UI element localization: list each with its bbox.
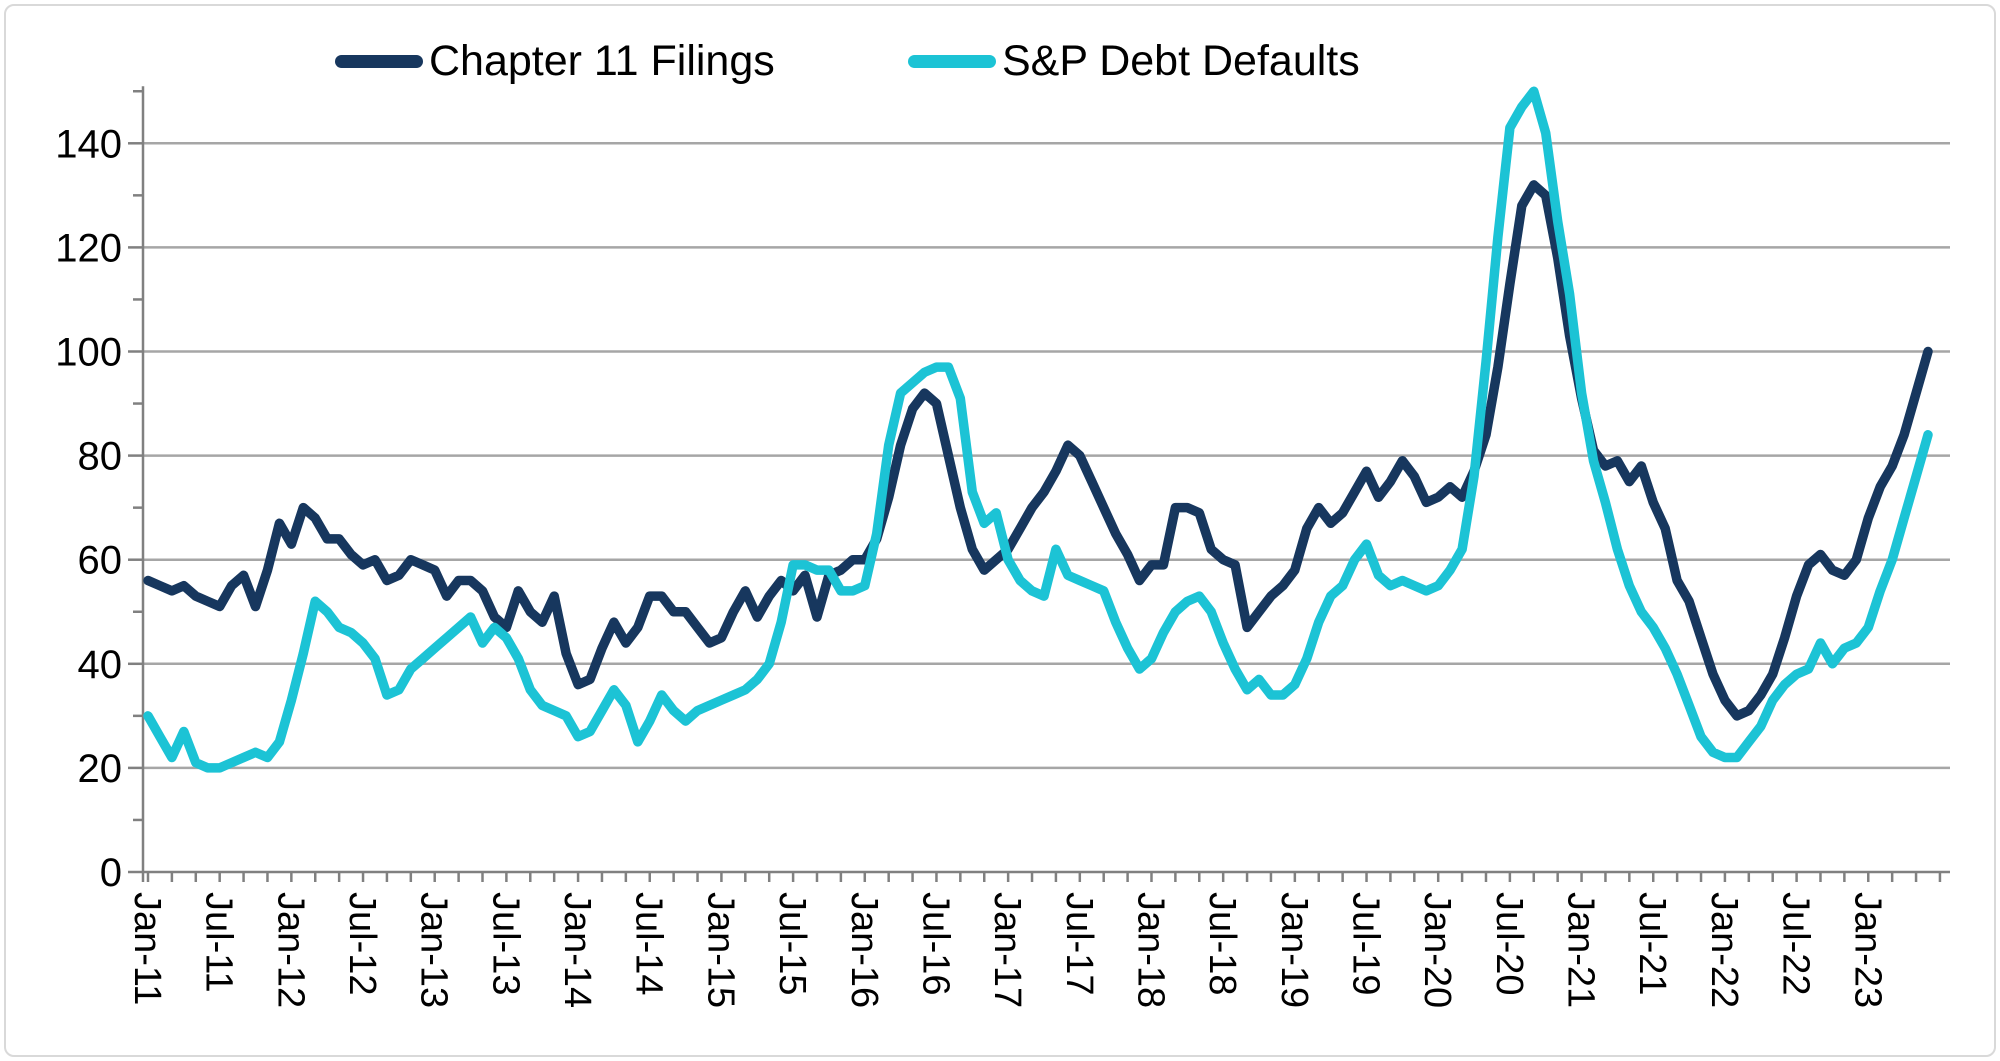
x-axis-label-Jan-20: Jan-20 xyxy=(1416,892,1458,1008)
x-axis-label-Jan-19: Jan-19 xyxy=(1273,892,1315,1008)
y-axis-label-140: 140 xyxy=(55,122,122,166)
y-axis-label-40: 40 xyxy=(78,643,123,687)
x-axis-label-Jan-21: Jan-21 xyxy=(1560,892,1602,1008)
series-line-sp-debt-defaults xyxy=(143,86,1933,773)
x-axis-label-Jan-22: Jan-22 xyxy=(1703,892,1745,1008)
chapter-11-filings-line-swatch xyxy=(335,54,423,68)
legend-item-sp-debt-defaults: S&P Debt Defaults xyxy=(908,36,1360,86)
x-axis-label-Jul-20: Jul-20 xyxy=(1488,892,1530,996)
legend-label: S&P Debt Defaults xyxy=(1002,37,1360,85)
legend: Chapter 11 Filings S&P Debt Defaults xyxy=(0,36,2000,86)
y-axis-label-0: 0 xyxy=(100,851,122,895)
legend-label: Chapter 11 Filings xyxy=(429,37,775,85)
legend-item-chapter-11-filings: Chapter 11 Filings xyxy=(335,36,775,86)
x-axis-label-Jan-18: Jan-18 xyxy=(1129,892,1171,1008)
x-axis-label-Jul-11: Jul-11 xyxy=(198,892,240,993)
x-axis-label-Jan-12: Jan-12 xyxy=(269,892,311,1008)
x-axis-label-Jul-12: Jul-12 xyxy=(341,892,383,996)
series-line-chapter-11-filings xyxy=(143,180,1933,721)
x-axis-label-Jan-23: Jan-23 xyxy=(1846,892,1888,1008)
x-axis-label-Jul-19: Jul-19 xyxy=(1345,892,1387,996)
y-axis-label-20: 20 xyxy=(78,747,123,791)
x-axis-label-Jul-17: Jul-17 xyxy=(1058,892,1100,996)
x-axis-label-Jan-17: Jan-17 xyxy=(986,892,1028,1008)
x-axis-label-Jul-13: Jul-13 xyxy=(484,892,526,996)
x-axis-label-Jul-15: Jul-15 xyxy=(771,892,813,996)
x-axis-label-Jan-16: Jan-16 xyxy=(843,892,885,1008)
x-axis-label-Jul-14: Jul-14 xyxy=(628,892,670,996)
y-axis-label-80: 80 xyxy=(78,435,123,479)
x-axis-label-Jan-13: Jan-13 xyxy=(413,892,455,1008)
x-axis-label-Jul-16: Jul-16 xyxy=(914,892,956,995)
x-axis-label-Jul-22: Jul-22 xyxy=(1775,892,1817,996)
x-axis-label-Jan-11: Jan-11 xyxy=(126,892,168,1005)
x-axis-label-Jul-18: Jul-18 xyxy=(1201,892,1243,996)
y-axis-label-100: 100 xyxy=(55,331,122,375)
x-axis-label-Jan-14: Jan-14 xyxy=(556,892,598,1008)
x-axis-label-Jan-15: Jan-15 xyxy=(699,892,741,1008)
y-axis-label-120: 120 xyxy=(55,226,122,270)
y-axis-label-60: 60 xyxy=(78,539,123,583)
sp-debt-defaults-line-swatch xyxy=(908,54,996,68)
x-axis-label-Jul-21: Jul-21 xyxy=(1631,892,1673,996)
